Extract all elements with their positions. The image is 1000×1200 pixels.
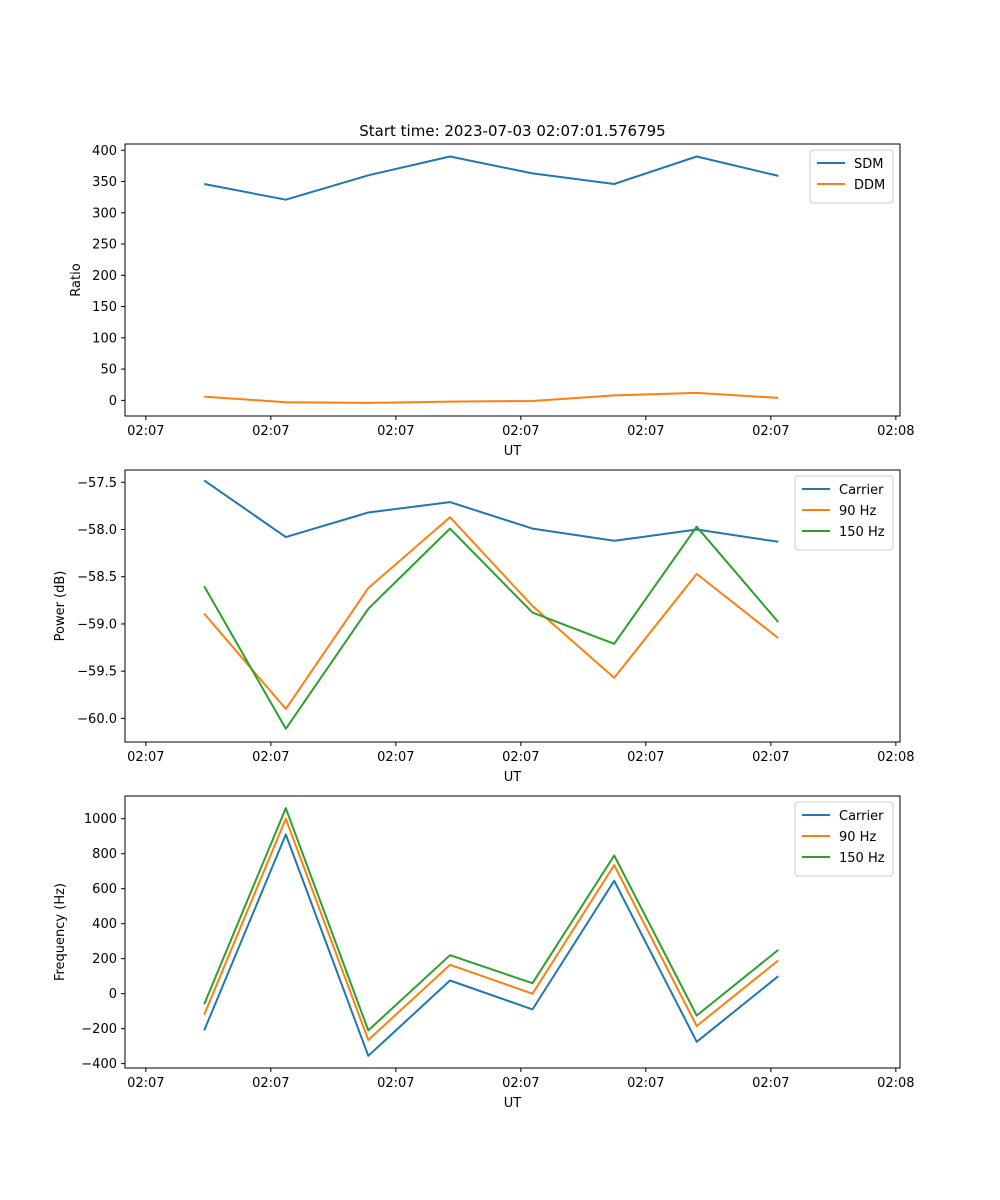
x-tick-label: 02:08 [877, 1076, 914, 1091]
series-line-sdm [204, 155, 779, 201]
legend-label: 90 Hz [839, 504, 876, 519]
y-tick-label: 250 [92, 238, 117, 253]
series-line-90-hz [203, 516, 779, 710]
chart-title: Start time: 2023-07-03 02:07:01.576795 [359, 122, 665, 140]
x-tick-label: 02:07 [377, 1076, 414, 1091]
series-line-90-hz [203, 817, 779, 1041]
legend-label: Carrier [839, 809, 884, 824]
x-tick-label: 02:07 [627, 750, 664, 765]
y-tick-label: 1000 [84, 812, 117, 827]
series-line-150-hz [203, 807, 779, 1032]
y-axis-label: Ratio [69, 263, 84, 296]
legend: Carrier 90 Hz 150 Hz [794, 801, 894, 877]
legend-label: 90 Hz [839, 830, 876, 845]
legend-label: 150 Hz [839, 525, 885, 540]
y-tick-label: −58.0 [77, 523, 117, 538]
power-panel: 02:07 02:07 02:07 02:07 02:07 02:07 02:08 −60.0… [53, 469, 915, 785]
x-tick-label: 02:07 [377, 750, 414, 765]
y-tick-label: −59.0 [77, 617, 117, 632]
y-tick-label: −200 [81, 1022, 117, 1037]
axes-frame [124, 469, 901, 743]
x-tick-label: 02:08 [877, 424, 914, 439]
y-tick-label: 200 [92, 269, 117, 284]
y-tick-label: 800 [92, 847, 117, 862]
y-tick-label: −400 [81, 1057, 117, 1072]
legend-label: Carrier [839, 483, 884, 498]
x-tick-label: 02:07 [502, 750, 539, 765]
y-tick-label: 0 [109, 987, 117, 1002]
legend: Carrier 90 Hz 150 Hz [794, 475, 894, 551]
y-axis-label: Frequency (Hz) [53, 883, 68, 981]
x-tick-label: 02:07 [627, 424, 664, 439]
y-tick-label: 0 [109, 394, 117, 409]
x-tick-label: 02:07 [127, 424, 164, 439]
axes-frame [124, 795, 901, 1069]
x-tick-label: 02:07 [252, 1076, 289, 1091]
y-tick-label: −57.5 [77, 476, 117, 491]
series-group [204, 155, 779, 404]
legend-label: SDM [854, 157, 883, 172]
series-group [203, 479, 780, 730]
x-tick-label: 02:07 [752, 424, 789, 439]
legend: SDM DDM [809, 149, 894, 204]
y-axis-label: Power (dB) [53, 571, 68, 642]
x-tick-label: 02:07 [377, 424, 414, 439]
y-tick-label: 100 [92, 331, 117, 346]
x-axis-label: UT [504, 770, 522, 785]
y-tick-label: 400 [92, 144, 117, 159]
x-tick-label: 02:07 [752, 1076, 789, 1091]
series-group [203, 807, 779, 1057]
y-tick-label: −58.5 [77, 570, 117, 585]
x-tick-label: 02:08 [877, 750, 914, 765]
y-tick-label: 200 [92, 952, 117, 967]
y-tick-label: 600 [92, 882, 117, 897]
axes-frame [124, 143, 901, 417]
x-tick-label: 02:07 [502, 1076, 539, 1091]
y-tick-label: 400 [92, 917, 117, 932]
series-line-carrier [203, 833, 779, 1057]
series-line-ddm [204, 391, 779, 404]
y-tick-label: 50 [100, 363, 117, 378]
y-tick-label: −60.0 [77, 712, 117, 727]
x-axis-label: UT [504, 1096, 522, 1111]
ratio-panel: 02:07 02:07 02:07 02:07 02:07 02:07 02:08 0 50 10… [69, 143, 915, 459]
frequency-panel: 02:07 02:07 02:07 02:07 02:07 02:07 02:08 −400 −… [53, 795, 915, 1111]
legend-label: DDM [854, 178, 885, 193]
x-tick-label: 02:07 [127, 750, 164, 765]
x-axis-label: UT [504, 444, 522, 459]
x-tick-label: 02:07 [502, 424, 539, 439]
y-tick-label: −59.5 [77, 665, 117, 680]
x-tick-label: 02:07 [252, 424, 289, 439]
y-tick-label: 350 [92, 175, 117, 190]
x-tick-label: 02:07 [627, 1076, 664, 1091]
x-tick-label: 02:07 [252, 750, 289, 765]
x-tick-label: 02:07 [127, 1076, 164, 1091]
x-tick-label: 02:07 [752, 750, 789, 765]
series-line-150-hz [203, 525, 780, 730]
series-line-carrier [203, 479, 779, 543]
legend-label: 150 Hz [839, 851, 885, 866]
y-tick-label: 300 [92, 206, 117, 221]
y-tick-label: 150 [92, 300, 117, 315]
